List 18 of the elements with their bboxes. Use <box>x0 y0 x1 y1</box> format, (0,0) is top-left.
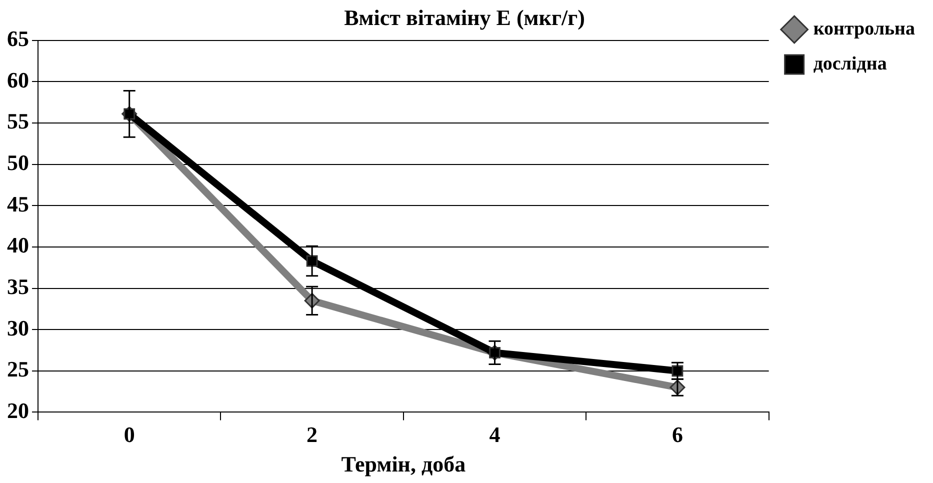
chart-title: Вміст вітаміну Е (мкг/г) <box>344 4 585 30</box>
legend-label: дослідна <box>813 53 888 74</box>
y-tick-label: 35 <box>7 274 29 299</box>
y-tick-label: 60 <box>7 67 29 92</box>
x-axis-title: Термін, доба <box>341 451 466 476</box>
y-tick-label: 30 <box>7 315 29 340</box>
x-tick-label: 6 <box>672 422 683 448</box>
y-tick-label: 25 <box>7 356 29 382</box>
y-tick-label: 45 <box>7 191 29 216</box>
x-tick-label: 4 <box>489 422 500 448</box>
y-tick-label: 40 <box>7 232 29 258</box>
legend-label: контрольна <box>813 18 916 40</box>
y-tick-label: 20 <box>7 398 29 423</box>
x-tick-label: 2 <box>306 422 318 448</box>
x-tick-label: 0 <box>124 422 135 448</box>
y-tick-label: 50 <box>7 150 29 176</box>
y-tick-label: 55 <box>7 108 29 134</box>
y-tick-label: 65 <box>7 26 29 52</box>
